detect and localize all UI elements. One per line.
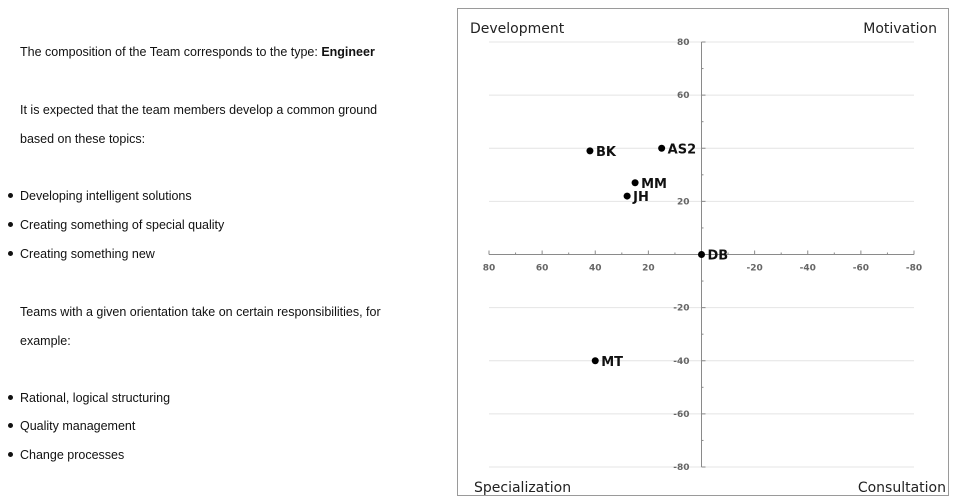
x-tick-label: 40	[589, 264, 602, 274]
bullet-icon	[8, 222, 13, 228]
bullet-icon	[8, 251, 13, 257]
bullet-icon	[8, 452, 13, 458]
quadrant-label-top-left: Development	[470, 21, 565, 37]
bullet-icon	[8, 193, 13, 199]
data-point-label: AS2	[668, 142, 696, 157]
data-point	[631, 179, 639, 187]
quadrant-label-bottom-left: Specialization	[474, 480, 571, 496]
data-point-label: JH	[632, 190, 649, 205]
y-tick-label: -60	[673, 410, 689, 420]
y-tick-label: -20	[673, 304, 689, 314]
x-tick-label: -40	[800, 264, 816, 274]
description-panel: The composition of the Team corresponds …	[0, 0, 440, 504]
responsibility-item: Rational, logical structuring	[8, 390, 170, 406]
x-tick-label: 20	[642, 264, 655, 274]
y-tick-label: -80	[673, 463, 689, 473]
expected-line-1: It is expected that the team members dev…	[20, 103, 378, 117]
bullet-icon	[8, 423, 13, 429]
bullet-icon	[8, 395, 13, 401]
x-tick-label: -60	[853, 264, 869, 274]
responsibility-item: Change processes	[8, 447, 124, 463]
y-tick-label: -40	[673, 357, 689, 367]
chart-frame	[457, 8, 949, 496]
topic-item: Creating something new	[8, 246, 155, 262]
data-point	[586, 147, 594, 155]
data-point	[698, 251, 705, 258]
expected-line-2: based on these topics:	[20, 132, 146, 146]
x-tick-label: -20	[746, 264, 762, 274]
y-tick-label: 20	[677, 197, 690, 207]
quadrant-label-top-right: Motivation	[863, 21, 937, 37]
topic-item: Creating something of special quality	[8, 217, 224, 233]
data-point-label: MM	[641, 177, 667, 192]
data-point-label: BK	[596, 145, 617, 160]
data-point	[591, 357, 599, 365]
responsibilities-line-1: Teams with a given orientation take on c…	[20, 305, 381, 319]
responsibility-item: Quality management	[8, 418, 135, 434]
data-point-label: MT	[601, 355, 623, 370]
data-point	[658, 144, 666, 152]
data-point-label: DB	[708, 249, 729, 264]
responsibilities-line-2: example:	[20, 334, 71, 348]
topic-item: Developing intelligent solutions	[8, 188, 192, 204]
composition-prefix: The composition of the Team corresponds …	[20, 45, 322, 59]
x-tick-label: 60	[536, 264, 549, 274]
y-tick-label: 80	[677, 38, 690, 48]
data-point	[623, 192, 631, 200]
composition-text: The composition of the Team corresponds …	[20, 44, 375, 60]
y-tick-label: 60	[677, 91, 690, 101]
team-type: Engineer	[321, 45, 375, 59]
x-tick-label: -80	[906, 264, 922, 274]
quadrant-label-bottom-right: Consultation	[858, 480, 946, 496]
x-tick-label: 80	[483, 264, 496, 274]
